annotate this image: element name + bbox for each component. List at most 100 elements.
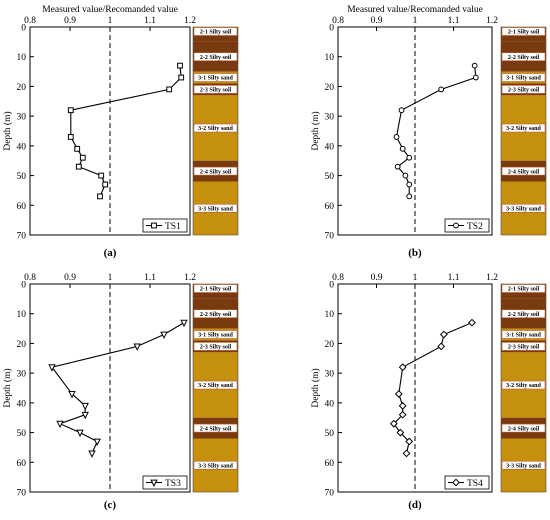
data-point-diamond bbox=[398, 410, 407, 419]
series-line bbox=[70, 65, 182, 197]
data-point-circle bbox=[471, 62, 478, 69]
soil-layer-label-box bbox=[501, 342, 546, 351]
soil-layer-label-box bbox=[193, 203, 238, 213]
y-tick-label: 10 bbox=[17, 310, 27, 320]
data-point-square bbox=[97, 193, 103, 200]
panel-label: (d) bbox=[408, 499, 422, 511]
soil-layer-label: 3-2 Silty sand bbox=[506, 383, 541, 389]
soil-layer-label-box bbox=[501, 380, 546, 390]
data-point-square bbox=[151, 222, 157, 229]
y-tick-label: 50 bbox=[17, 429, 27, 439]
x-tick-label: 0.8 bbox=[24, 16, 36, 26]
data-point-circle bbox=[399, 145, 406, 152]
soil-layer-label-box bbox=[193, 342, 238, 351]
soil-column: 2-1 Silty soil 2-2 Silty soil 3-1 Silty sa… bbox=[500, 26, 547, 236]
data-point-diamond bbox=[439, 330, 448, 339]
chart-panel: 0.8 0.9 1 1.1 1.2 0 10 20 30 40 50 60 70 Depth (m) TS4… bbox=[310, 273, 498, 511]
legend: TS2 bbox=[444, 218, 490, 233]
y-axis-label: Depth (m) bbox=[2, 111, 13, 150]
legend: TS1 bbox=[142, 218, 188, 233]
y-tick-label: 40 bbox=[17, 142, 27, 152]
soil-layer-label-box bbox=[193, 380, 238, 390]
x-tick-label: 0.9 bbox=[64, 16, 76, 26]
data-point-square bbox=[79, 154, 86, 161]
x-tick-label: 1.2 bbox=[486, 16, 498, 26]
data-point-diamond bbox=[398, 401, 407, 410]
soil-layer-label: 2-3 Silty soil bbox=[200, 345, 232, 351]
soil-layer-label: 3-1 Silty sand bbox=[198, 76, 233, 82]
y-tick-label: 10 bbox=[17, 53, 27, 63]
soil-layer-label: 3-2 Silty sand bbox=[198, 383, 233, 389]
y-tick-label: 60 bbox=[325, 202, 335, 212]
soil-layer-label: 3-3 Silty sand bbox=[506, 206, 541, 212]
soil-layer-label-box bbox=[501, 52, 546, 62]
data-point-circle bbox=[402, 172, 409, 179]
soil-layer-label: 2-4 Silty soil bbox=[508, 426, 540, 432]
soil-column-frame bbox=[500, 283, 547, 493]
data-point-diamond bbox=[452, 478, 460, 487]
soil-layer-label: 3-3 Silty sand bbox=[198, 463, 233, 469]
y-tick-label: 70 bbox=[17, 489, 27, 499]
data-point-circle bbox=[393, 134, 400, 140]
soil-layer-label: 2-1 Silty soil bbox=[200, 30, 232, 36]
soil-layer-label: 2-2 Silty soil bbox=[200, 55, 232, 61]
soil-layer-label: 3-3 Silty sand bbox=[506, 463, 541, 469]
soil-layer-label-box bbox=[193, 73, 238, 82]
data-point-triangle bbox=[133, 343, 141, 351]
data-point-diamond bbox=[394, 390, 403, 398]
chart-panel: 0.8 0.9 1 1.1 1.2 0 10 20 30 40 50 60 70 Depth (m) TS3… bbox=[2, 273, 196, 511]
data-point-triangle bbox=[150, 479, 158, 488]
legend: TS3 bbox=[142, 475, 188, 490]
data-point-triangle bbox=[68, 391, 76, 399]
x-tick-label: 1.2 bbox=[184, 273, 196, 283]
legend-label: TS2 bbox=[467, 222, 483, 232]
data-point-triangle bbox=[48, 364, 56, 372]
soil-layer-label: 3-1 Silty sand bbox=[506, 76, 541, 82]
data-point-triangle bbox=[81, 402, 89, 411]
soil-layer-label: 2-1 Silty soil bbox=[508, 287, 540, 293]
data-point-triangle bbox=[180, 319, 188, 328]
y-tick-label: 60 bbox=[17, 459, 27, 469]
y-tick-label: 70 bbox=[17, 232, 27, 242]
y-tick-label: 20 bbox=[17, 83, 27, 93]
legend-label: TS1 bbox=[165, 222, 181, 232]
soil-layer-label-box bbox=[193, 123, 238, 133]
x-tick-label: 0.9 bbox=[371, 273, 383, 283]
soil-column-frame bbox=[192, 26, 239, 236]
soil-column: 2-1 Silty soil 2-2 Silty soil 3-1 Silty sa… bbox=[192, 283, 239, 493]
y-tick-label: 40 bbox=[17, 399, 27, 409]
x-tick-label: 1 bbox=[413, 16, 418, 26]
soil-layer-label-box bbox=[193, 423, 238, 433]
y-tick-label: 40 bbox=[325, 142, 335, 152]
x-tick-label: 1.1 bbox=[448, 16, 460, 26]
soil-layer-label: 2-3 Silty soil bbox=[200, 88, 232, 94]
soil-layer-label: 3-3 Silty sand bbox=[198, 206, 233, 212]
soil-layer-label-box bbox=[193, 166, 238, 176]
data-point-diamond bbox=[402, 449, 411, 458]
x-tick-label: 1 bbox=[413, 273, 418, 283]
panel-label: (a) bbox=[104, 247, 117, 259]
x-tick-label: 1.2 bbox=[184, 16, 196, 26]
y-tick-label: 20 bbox=[325, 83, 335, 93]
legend-box bbox=[444, 218, 490, 233]
soil-layer-label-box bbox=[501, 85, 546, 94]
data-point-circle bbox=[453, 222, 459, 229]
x-tick-label: 0.9 bbox=[371, 16, 383, 26]
y-axis-label: Depth (m) bbox=[310, 368, 321, 407]
y-tick-label: 10 bbox=[325, 310, 335, 320]
y-tick-label: 10 bbox=[325, 53, 335, 63]
x-tick-label: 1.1 bbox=[144, 16, 156, 26]
y-tick-label: 70 bbox=[325, 489, 335, 499]
soil-layer-label-box bbox=[193, 330, 238, 339]
data-point-circle bbox=[394, 163, 401, 170]
soil-layer-label: 2-4 Silty soil bbox=[200, 169, 232, 175]
series-line bbox=[393, 322, 473, 454]
soil-layer-label: 2-4 Silty soil bbox=[200, 426, 232, 432]
soil-layer-label-box bbox=[193, 284, 238, 293]
y-tick-label: 70 bbox=[325, 232, 335, 242]
soil-layer-label: 2-1 Silty soil bbox=[200, 287, 232, 293]
legend-box bbox=[142, 218, 188, 233]
soil-layer-label: 3-1 Silty sand bbox=[198, 333, 233, 339]
y-tick-label: 0 bbox=[21, 281, 26, 291]
